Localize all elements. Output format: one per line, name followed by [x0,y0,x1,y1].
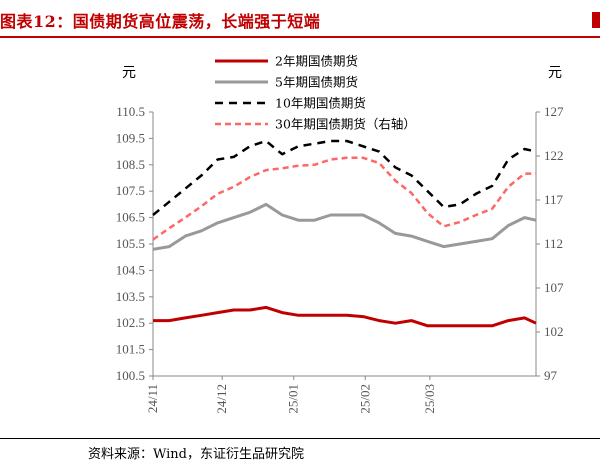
source-divider [0,438,600,439]
legend-label-1: 2年期国债期货 [275,54,358,69]
legend-label-4: 30年期国债期货（右轴） [275,117,416,132]
x-tick-label: 25/02 [357,384,372,414]
series-line-2 [152,202,537,251]
series-line-3 [152,139,537,216]
x-tick-label: 24/12 [214,384,229,414]
right-tick-label: 97 [544,368,558,383]
left-tick-label: 110.5 [116,104,145,119]
right-tick-label: 117 [544,192,564,207]
series-line-4 [152,156,536,241]
left-tick-label: 103.5 [116,289,145,304]
right-tick-label: 102 [544,324,564,339]
left-tick-label: 105.5 [116,236,145,251]
left-tick-label: 107.5 [116,183,145,198]
left-tick-label: 100.5 [116,368,145,383]
right-tick-label: 107 [544,280,564,295]
left-tick-label: 106.5 [116,210,145,225]
left-tick-label: 108.5 [116,157,145,172]
right-axis-unit: 元 [548,65,562,81]
right-tick-label: 112 [544,236,563,251]
x-tick-label: 24/11 [145,384,160,413]
right-tick-label: 122 [544,148,564,163]
left-tick-label: 102.5 [116,315,145,330]
left-tick-label: 109.5 [116,130,145,145]
legend-label-2: 5年期国债期货 [275,75,358,90]
right-tick-label: 127 [544,104,564,119]
left-tick-label: 104.5 [116,262,145,277]
legend-label-3: 10年期国债期货 [275,96,366,111]
line-chart: 100.5 101.5 102.5 103.5 104.5 105.5 106.5 107.5… [116,54,564,414]
x-tick-label: 25/03 [422,384,437,414]
source-note: 资料来源：Wind，东证衍生品研究院 [88,447,304,462]
page-edge-marker [592,12,600,28]
figure-title: 图表12：国债期货高位震荡，长端强于短端 [0,12,321,31]
left-axis-unit: 元 [122,65,136,81]
left-tick-label: 101.5 [116,342,145,357]
series-line-1 [153,305,537,328]
title-divider [0,36,600,38]
x-tick-label: 25/01 [286,384,301,414]
